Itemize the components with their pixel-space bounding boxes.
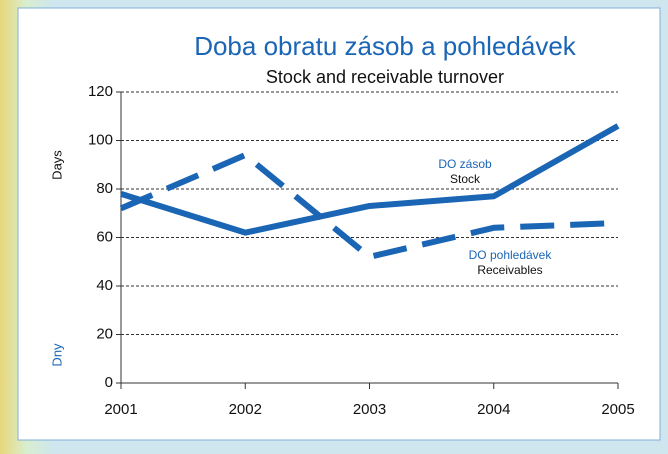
x-tick-label: 2005 <box>601 401 634 418</box>
series-line <box>120 123 620 236</box>
y-tick-label: 100 <box>88 131 113 148</box>
x-tick-label: 2004 <box>477 401 510 418</box>
y-tick-label: 20 <box>96 325 113 342</box>
series-label-en: Stock <box>450 172 481 186</box>
y-tick-label: 60 <box>96 228 113 245</box>
series-line <box>119 152 619 260</box>
y-tick-label: 120 <box>88 83 113 100</box>
series-label: DO zásob <box>438 157 492 171</box>
y-axis-label: Days <box>49 150 64 180</box>
y-tick-label: 0 <box>105 374 113 391</box>
y-tick-label: 80 <box>96 180 113 197</box>
y-axis-label-local: Dny <box>49 343 64 367</box>
x-tick-label: 2002 <box>229 401 262 418</box>
x-tick-label: 2003 <box>353 401 386 418</box>
series-label: DO pohledávek <box>469 248 553 262</box>
x-tick-label: 2001 <box>104 401 137 418</box>
series-label-en: Receivables <box>477 263 542 277</box>
y-tick-label: 40 <box>96 277 113 294</box>
chart-title: Doba obratu zásob a pohledávek <box>194 31 577 61</box>
chart-subtitle: Stock and receivable turnover <box>266 67 504 87</box>
